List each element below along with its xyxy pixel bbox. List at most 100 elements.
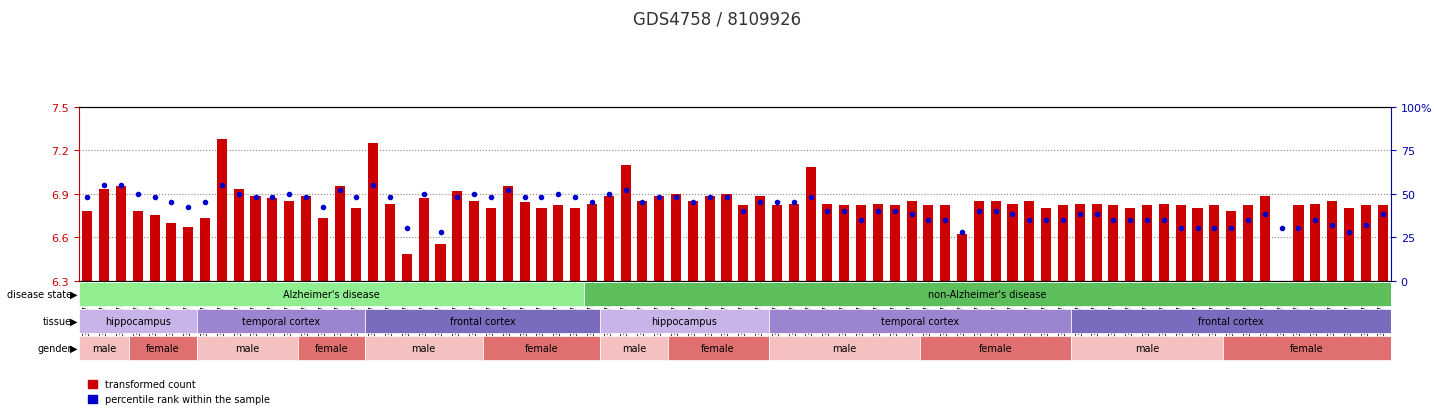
Bar: [621, 165, 631, 281]
Text: frontal cortex: frontal cortex: [450, 316, 515, 326]
FancyBboxPatch shape: [1071, 336, 1223, 360]
Bar: [1141, 206, 1152, 281]
Text: male: male: [412, 343, 436, 353]
Bar: [1008, 204, 1018, 281]
FancyBboxPatch shape: [364, 336, 483, 360]
Bar: [771, 206, 782, 281]
Bar: [823, 204, 833, 281]
Bar: [503, 187, 513, 281]
Bar: [571, 209, 581, 281]
FancyBboxPatch shape: [921, 336, 1071, 360]
Bar: [956, 235, 967, 281]
Bar: [1361, 206, 1371, 281]
Bar: [739, 206, 749, 281]
Text: female: female: [525, 343, 558, 353]
Bar: [906, 202, 916, 281]
Bar: [452, 191, 462, 281]
Bar: [469, 202, 479, 281]
Text: hippocampus: hippocampus: [105, 316, 171, 326]
Bar: [1041, 209, 1051, 281]
Bar: [1209, 206, 1219, 281]
Text: Alzheimer's disease: Alzheimer's disease: [282, 289, 380, 299]
Bar: [301, 197, 311, 281]
Bar: [856, 206, 866, 281]
Text: gender: gender: [37, 343, 72, 353]
Text: male: male: [92, 343, 116, 353]
FancyBboxPatch shape: [769, 336, 921, 360]
Legend: transformed count, percentile rank within the sample: transformed count, percentile rank withi…: [83, 375, 274, 408]
Text: ▶: ▶: [70, 316, 77, 326]
Bar: [889, 206, 899, 281]
Bar: [1293, 206, 1304, 281]
Bar: [1226, 211, 1236, 281]
Bar: [923, 206, 934, 281]
Text: female: female: [314, 343, 348, 353]
Text: male: male: [832, 343, 856, 353]
Text: hippocampus: hippocampus: [651, 316, 717, 326]
Bar: [991, 202, 1001, 281]
FancyBboxPatch shape: [584, 282, 1391, 306]
Bar: [369, 143, 379, 281]
Bar: [806, 168, 816, 281]
Bar: [1276, 281, 1286, 288]
FancyBboxPatch shape: [196, 336, 298, 360]
Text: male: male: [235, 343, 260, 353]
Bar: [199, 218, 211, 281]
Bar: [402, 255, 412, 281]
Text: female: female: [701, 343, 734, 353]
Bar: [166, 223, 176, 281]
Bar: [1326, 202, 1336, 281]
FancyBboxPatch shape: [601, 336, 668, 360]
FancyBboxPatch shape: [1223, 336, 1391, 360]
Bar: [334, 187, 344, 281]
Bar: [1108, 206, 1119, 281]
Bar: [1243, 206, 1253, 281]
Bar: [284, 202, 294, 281]
Text: ▶: ▶: [70, 343, 77, 353]
Text: non-Alzheimer's disease: non-Alzheimer's disease: [928, 289, 1047, 299]
Bar: [99, 190, 109, 281]
Bar: [384, 204, 396, 281]
Bar: [519, 203, 529, 281]
Bar: [554, 206, 564, 281]
FancyBboxPatch shape: [298, 336, 364, 360]
FancyBboxPatch shape: [483, 336, 601, 360]
FancyBboxPatch shape: [1071, 309, 1391, 333]
Bar: [1058, 206, 1068, 281]
FancyBboxPatch shape: [769, 309, 1071, 333]
Text: temporal cortex: temporal cortex: [880, 316, 959, 326]
Bar: [839, 206, 849, 281]
Bar: [756, 197, 766, 281]
Bar: [1159, 204, 1169, 281]
Bar: [318, 218, 328, 281]
Bar: [267, 198, 277, 281]
Bar: [587, 204, 597, 281]
Bar: [1259, 197, 1271, 281]
Text: temporal cortex: temporal cortex: [242, 316, 320, 326]
Bar: [1378, 206, 1388, 281]
FancyBboxPatch shape: [601, 309, 769, 333]
Bar: [234, 190, 244, 281]
Bar: [184, 227, 194, 281]
Bar: [351, 209, 361, 281]
Bar: [116, 187, 126, 281]
Bar: [654, 197, 664, 281]
Bar: [1344, 209, 1354, 281]
Bar: [974, 202, 984, 281]
Bar: [1176, 206, 1186, 281]
Bar: [789, 204, 799, 281]
Bar: [149, 216, 159, 281]
Bar: [1193, 209, 1203, 281]
Bar: [1074, 204, 1086, 281]
Text: female: female: [979, 343, 1012, 353]
FancyBboxPatch shape: [79, 309, 196, 333]
Bar: [1126, 209, 1136, 281]
Bar: [82, 211, 92, 281]
Bar: [637, 202, 648, 281]
Text: disease state: disease state: [7, 289, 72, 299]
FancyBboxPatch shape: [668, 336, 769, 360]
Text: female: female: [146, 343, 179, 353]
Bar: [217, 139, 227, 281]
Text: male: male: [622, 343, 647, 353]
Bar: [721, 194, 731, 281]
